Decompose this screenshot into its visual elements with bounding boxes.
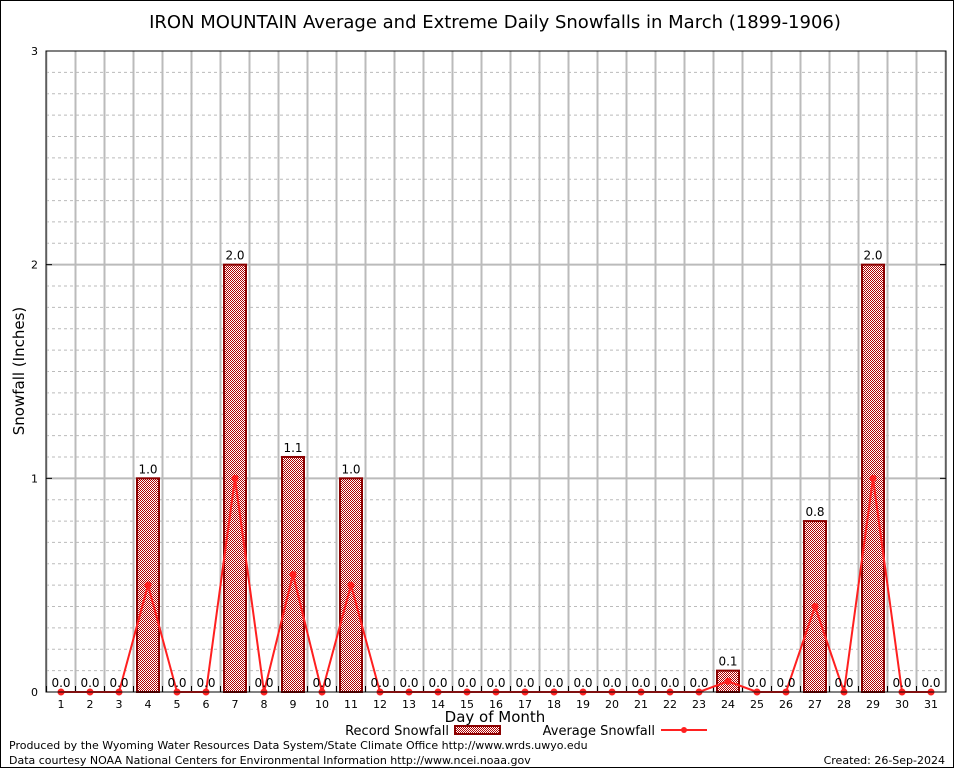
data-label: 1.0 [341,462,360,476]
data-label: 0.0 [399,676,418,690]
x-tick-label: 18 [547,698,561,711]
x-tick-label: 14 [431,698,445,711]
average-point [347,581,355,589]
x-tick-label: 17 [518,698,532,711]
data-label: 1.1 [283,441,302,455]
data-label: 0.0 [486,676,505,690]
x-tick-label: 8 [261,698,268,711]
x-tick-label: 22 [663,698,677,711]
data-label: 0.0 [544,676,563,690]
x-tick-label: 24 [721,698,735,711]
average-point [289,570,297,578]
footer-produced: Produced by the Wyoming Water Resources … [9,739,588,752]
x-tick-label: 3 [116,698,123,711]
x-tick-label: 19 [576,698,590,711]
data-label: 0.0 [515,676,534,690]
data-label: 0.0 [370,676,389,690]
x-tick-label: 12 [373,698,387,711]
x-tick-label: 31 [924,698,938,711]
footer-courtesy: Data courtesy NOAA National Centers for … [9,754,531,767]
average-point [724,677,732,685]
x-tick-label: 10 [315,698,329,711]
y-tick-label: 3 [31,45,38,58]
x-axis-label: Day of Month [445,708,546,726]
average-point [144,581,152,589]
x-tick-label: 27 [808,698,822,711]
data-label: 0.0 [51,676,70,690]
data-label: 0.8 [805,505,824,519]
data-label: 2.0 [225,249,244,263]
footer-created: Created: 26-Sep-2024 [824,754,945,767]
x-tick-label: 2 [87,698,94,711]
x-tick-label: 20 [605,698,619,711]
data-label: 0.0 [196,676,215,690]
legend-average-marker [681,727,687,733]
x-tick-label: 6 [203,698,210,711]
x-tick-label: 29 [866,698,880,711]
data-label: 0.0 [80,676,99,690]
y-axis-label: Snowfall (Inches) [10,307,28,435]
data-label: 0.0 [109,676,128,690]
x-tick-label: 5 [174,698,181,711]
x-tick-label: 28 [837,698,851,711]
data-label: 1.0 [138,462,157,476]
x-tick-label: 23 [692,698,706,711]
legend-record-swatch [454,725,501,735]
x-tick-label: 25 [750,698,764,711]
data-label: 0.0 [892,676,911,690]
data-label: 0.0 [776,676,795,690]
data-label: 0.0 [254,676,273,690]
data-label: 2.0 [863,249,882,263]
chart-title: IRON MOUNTAIN Average and Extreme Daily … [149,12,841,33]
data-label: 0.0 [457,676,476,690]
x-tick-label: 16 [489,698,503,711]
data-label: 0.0 [428,676,447,690]
data-label: 0.0 [631,676,650,690]
legend-record-label: Record Snowfall [345,724,449,739]
y-tick-label: 2 [31,259,38,272]
x-tick-label: 26 [779,698,793,711]
data-label: 0.0 [747,676,766,690]
data-label: 0.0 [660,676,679,690]
average-point [811,603,819,611]
x-tick-label: 4 [145,698,152,711]
data-label: 0.0 [312,676,331,690]
x-tick-label: 21 [634,698,648,711]
average-point [869,474,877,482]
x-tick-label: 7 [232,698,239,711]
x-tick-label: 11 [344,698,358,711]
x-tick-label: 13 [402,698,416,711]
plot-frame [45,50,947,693]
data-label: 0.0 [921,676,940,690]
y-tick-label: 1 [31,472,38,485]
data-label: 0.0 [689,676,708,690]
x-tick-label: 1 [58,698,65,711]
y-tick-label: 0 [31,686,38,699]
legend: Record Snowfall Average Snowfall [345,724,707,739]
data-label: 0.0 [573,676,592,690]
data-label: 0.0 [834,676,853,690]
average-point [231,474,239,482]
data-label: 0.0 [167,676,186,690]
x-tick-label: 30 [895,698,909,711]
data-label: 0.0 [602,676,621,690]
data-label: 0.1 [718,655,737,669]
legend-average-label: Average Snowfall [543,724,655,739]
x-tick-label: 9 [290,698,297,711]
x-tick-label: 15 [460,698,474,711]
